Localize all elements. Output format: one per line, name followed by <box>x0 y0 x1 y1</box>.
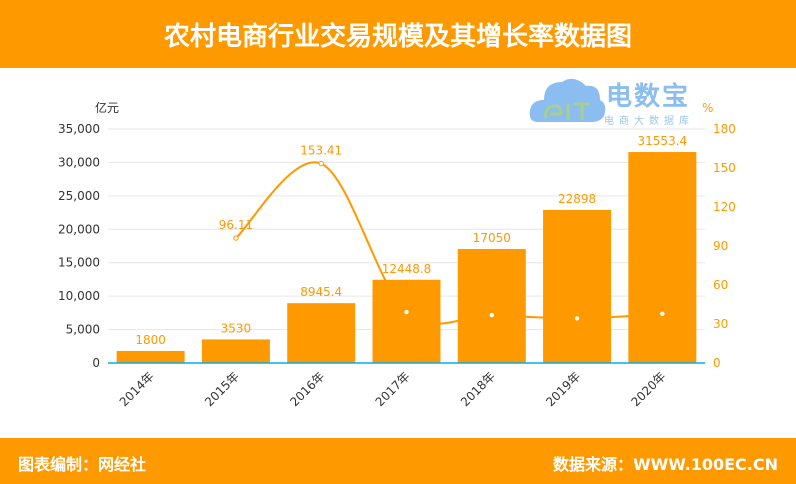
chart: 0 5,000 10,000 15,000 20,000 25,000 30,000 35,0… <box>58 100 736 409</box>
y-tick-label: 30,000 <box>58 155 100 169</box>
footer-credit: 图表编制：网经社 <box>18 455 147 474</box>
y2-tick-label: 180 <box>713 122 736 136</box>
logo-subtitle: 电商大数据库 <box>604 116 694 127</box>
y-tick-label: 15,000 <box>58 256 100 270</box>
y2-tick-label: 0 <box>713 356 721 370</box>
y2-tick-label: 150 <box>713 161 736 175</box>
y-tick-label: 10,000 <box>58 289 100 303</box>
bar-value-label: 31553.4 <box>638 134 688 148</box>
x-tick-label: 2019年 <box>543 369 583 409</box>
y-tick-label: 0 <box>92 356 100 370</box>
bar-value-label: 17050 <box>473 231 511 245</box>
x-tick-label: 2018年 <box>458 369 498 409</box>
x-tick-label: 2017年 <box>373 369 413 409</box>
y-tick-label: 20,000 <box>58 222 100 236</box>
bar-value-label: 22898 <box>558 192 596 206</box>
logo-name: 电数宝 <box>606 82 691 112</box>
cloud-logo-icon <box>529 78 606 122</box>
x-tick-label: 2014年 <box>117 369 157 409</box>
y2-tick-label: 90 <box>713 239 728 253</box>
x-tick-label: 2015年 <box>202 369 242 409</box>
growth-rate-label: 153.41 <box>300 144 342 158</box>
y2-tick-label: 30 <box>713 317 728 331</box>
bar-2019年 <box>543 209 612 363</box>
bar-2017年 <box>372 279 441 363</box>
bar-value-label: 12448.8 <box>382 262 432 276</box>
growth-rate-point <box>489 312 494 318</box>
growth-rate-point <box>574 316 580 321</box>
y2-tick-label: 120 <box>713 200 736 214</box>
bar-value-label: 3530 <box>221 321 252 335</box>
growth-rate-point <box>233 235 239 241</box>
y-tick-label: 35,000 <box>58 122 100 136</box>
x-tick-label: 2020年 <box>628 369 668 409</box>
growth-rate-point <box>404 309 409 315</box>
bar-2020年 <box>628 152 697 363</box>
bar-2018年 <box>457 249 526 363</box>
y-axis-label: 亿元 <box>95 100 119 115</box>
y2-tick-label: 60 <box>713 278 728 292</box>
chart-title-banner: 农村电商行业交易规模及其增长率数据图 <box>0 0 796 68</box>
footer: 图表编制：网经社 数据来源：WWW.100EC.CN <box>0 438 796 484</box>
bar-2014年 <box>116 350 185 363</box>
chart-title: 农村电商行业交易规模及其增长率数据图 <box>163 21 632 52</box>
bar-2016年 <box>287 303 356 363</box>
y2-axis-label: % <box>702 101 713 115</box>
bar-2015年 <box>201 339 270 363</box>
footer-source: 数据来源：WWW.100EC.CN <box>552 455 778 474</box>
x-tick-label: 2016年 <box>287 369 327 409</box>
growth-rate-point <box>318 160 324 167</box>
bar-value-label: 1800 <box>135 333 166 347</box>
growth-rate-point <box>660 311 665 317</box>
y-tick-label: 25,000 <box>58 189 100 203</box>
growth-rate-label: 96.11 <box>219 218 253 232</box>
logo: 电数宝 电商大数据库 <box>528 70 696 128</box>
y-tick-label: 5,000 <box>66 323 100 337</box>
bar-value-label: 8945.4 <box>300 285 342 299</box>
